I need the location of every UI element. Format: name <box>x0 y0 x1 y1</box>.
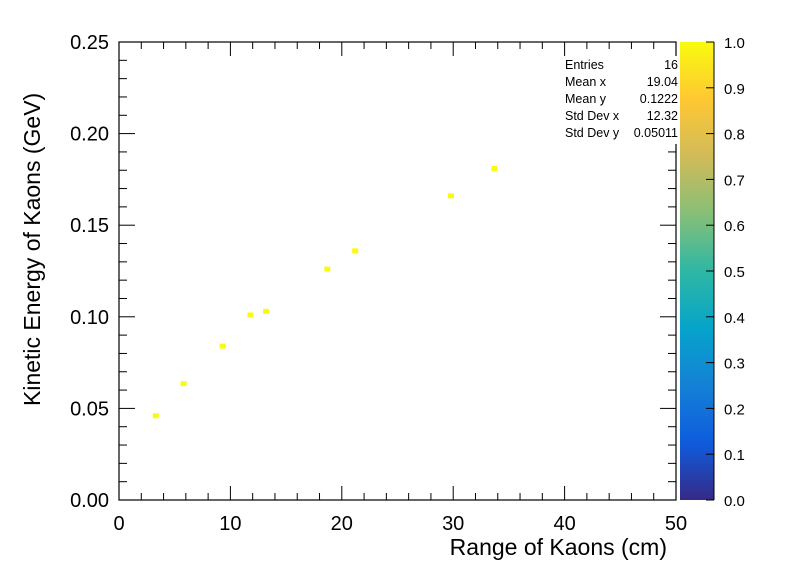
stats-value: 19.04 <box>647 75 678 89</box>
data-point <box>180 381 187 387</box>
stats-label: Std Dev y <box>565 126 620 140</box>
stats-box-bg <box>561 56 680 144</box>
palette-tick-label: 0.7 <box>724 172 745 189</box>
y-tick-label: 0.15 <box>70 215 109 237</box>
palette-tick-label: 0.9 <box>724 81 745 98</box>
stats-label: Mean y <box>565 92 607 106</box>
palette-tick-label: 0.0 <box>724 493 745 510</box>
y-tick-label: 0.25 <box>70 32 109 54</box>
data-points <box>152 165 498 419</box>
data-point <box>491 165 498 171</box>
stats-value: 0.05011 <box>634 126 678 140</box>
y-tick-label: 0.10 <box>70 307 109 329</box>
palette-tick-label: 0.6 <box>724 218 745 235</box>
axis-ticks: 0 10 20 30 40 50 0.00 0.05 0.10 0.15 0.20 0.25 <box>70 32 687 535</box>
data-point <box>247 312 254 318</box>
y-axis-title: Kinetic Energy of Kaons (GeV) <box>19 93 45 406</box>
stats-value: 0.1222 <box>640 92 678 106</box>
stats-label: Entries <box>565 58 604 72</box>
stats-value: 16 <box>664 58 678 72</box>
palette-tick-label: 0.1 <box>724 447 745 464</box>
x-axis-title: Range of Kaons (cm) <box>450 534 667 560</box>
x-tick-label: 40 <box>553 513 575 535</box>
data-point <box>352 248 359 254</box>
palette-tick-label: 0.4 <box>724 310 745 327</box>
plot-border <box>118 41 677 501</box>
data-point <box>447 193 454 199</box>
x-tick-label: 0 <box>113 513 124 535</box>
palette-tick-label: 0.2 <box>724 401 745 418</box>
data-point <box>152 413 159 419</box>
plot-frame <box>118 41 677 501</box>
x-tick-label: 10 <box>219 513 241 535</box>
palette-tick-label: 0.3 <box>724 356 745 373</box>
y-tick-label: 0.20 <box>70 124 109 146</box>
data-point <box>263 308 270 314</box>
stats-box: Entries 16 Mean x 19.04 Mean y 0.1222 Std Dev … <box>561 56 680 144</box>
stats-label: Mean x <box>565 75 607 89</box>
color-palette: 0.0 0.1 0.2 0.3 0.4 0.5 0.6 0.7 0.8 0.9 1.0 <box>680 35 745 510</box>
data-point <box>324 266 331 272</box>
x-tick-label: 20 <box>331 513 353 535</box>
palette-tick-label: 1.0 <box>724 35 745 52</box>
stats-value: 12.32 <box>647 109 678 123</box>
x-tick-label: 30 <box>442 513 464 535</box>
stats-label: Std Dev x <box>565 109 620 123</box>
x-tick-label: 50 <box>665 513 687 535</box>
data-point <box>219 343 226 349</box>
palette-tick-label: 0.5 <box>724 264 745 281</box>
y-tick-label: 0.05 <box>70 398 109 420</box>
y-tick-label: 0.00 <box>70 490 109 512</box>
palette-tick-label: 0.8 <box>724 127 745 144</box>
